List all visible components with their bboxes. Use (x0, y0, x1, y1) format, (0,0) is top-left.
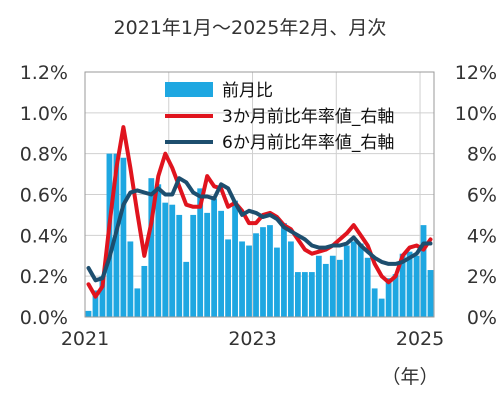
bar (392, 274, 399, 317)
bar (169, 204, 176, 317)
left-tick-label: 1.0% (20, 103, 68, 125)
left-tick-label: 0.6% (20, 185, 68, 207)
left-tick-label: 0.8% (20, 144, 68, 166)
right-tick-label: 2% (467, 266, 497, 288)
left-tick-label: 1.2% (20, 62, 68, 84)
bar (420, 225, 427, 317)
legend-label-line-6m: 6か月前比年率値_右軸 (222, 133, 394, 153)
left-tick-label: 0.4% (20, 225, 68, 247)
bar (176, 214, 183, 317)
bar (232, 200, 238, 317)
chart-subtitle: 2021年1月～2025年2月、月次 (114, 17, 387, 39)
bar (183, 261, 190, 317)
bar (399, 253, 406, 317)
line-series (86, 125, 433, 299)
bar (253, 233, 259, 317)
left-tick-label: 0.0% (20, 307, 68, 329)
left-axis-ticks: 0.0% 0.2% 0.4% 0.6% 0.8% 1.0% 1.2% (20, 62, 68, 329)
x-tick-label: 2023 (228, 328, 276, 350)
x-axis-ticks: 2021 2023 2025 (61, 328, 444, 350)
bar (148, 178, 155, 317)
bar (329, 255, 336, 317)
bar (315, 255, 322, 317)
bar (274, 247, 280, 317)
right-tick-label: 4% (467, 225, 497, 247)
bar (427, 270, 434, 317)
bar (267, 225, 273, 317)
bar (85, 310, 92, 317)
bar (343, 245, 350, 317)
bar (406, 251, 413, 317)
bar (239, 241, 245, 317)
bar (225, 239, 231, 317)
line-3m (86, 125, 433, 299)
legend-label-line-3m: 3か月前比年率値_右軸 (222, 107, 394, 127)
bar (127, 241, 134, 317)
left-tick-label: 0.2% (20, 266, 68, 288)
bar (155, 184, 162, 317)
bar (281, 223, 287, 317)
bar (288, 241, 294, 317)
bar (260, 227, 266, 317)
bar (378, 298, 385, 317)
bar (364, 257, 371, 317)
right-axis-ticks: 0% 2% 4% 6% 8% 10% 12% (455, 62, 497, 329)
bar (204, 212, 211, 317)
bar (134, 288, 141, 317)
legend-swatch-bar (165, 82, 213, 97)
plot-frame (84, 71, 435, 318)
plot-border (84, 71, 435, 318)
x-tick-label: 2025 (396, 328, 444, 350)
bar (120, 157, 127, 317)
bar (162, 202, 169, 317)
right-tick-label: 0% (467, 307, 497, 329)
bar (336, 259, 343, 317)
bar (141, 265, 148, 317)
bar (357, 243, 364, 317)
bar (99, 276, 106, 317)
line-6m (86, 176, 433, 283)
bar (246, 245, 252, 317)
right-tick-label: 10% (455, 103, 497, 125)
bar (92, 290, 99, 317)
bar (211, 198, 218, 317)
x-tick-label: 2021 (61, 328, 109, 350)
bar (322, 263, 329, 317)
bar (350, 241, 357, 317)
bar (385, 278, 392, 317)
bar (413, 255, 420, 317)
bar (218, 210, 224, 317)
bar (301, 272, 308, 317)
x-unit-label: （年） (381, 366, 438, 388)
legend-label-bar: 前月比 (222, 81, 273, 101)
bar (371, 288, 378, 317)
bar (190, 214, 197, 317)
right-tick-label: 12% (455, 62, 497, 84)
bar (197, 188, 204, 317)
right-tick-label: 8% (467, 144, 497, 166)
bar (295, 272, 301, 317)
right-tick-label: 6% (467, 185, 497, 207)
bar (308, 272, 315, 317)
legend: 前月比 3か月前比年率値_右軸 6か月前比年率値_右軸 (165, 81, 394, 153)
